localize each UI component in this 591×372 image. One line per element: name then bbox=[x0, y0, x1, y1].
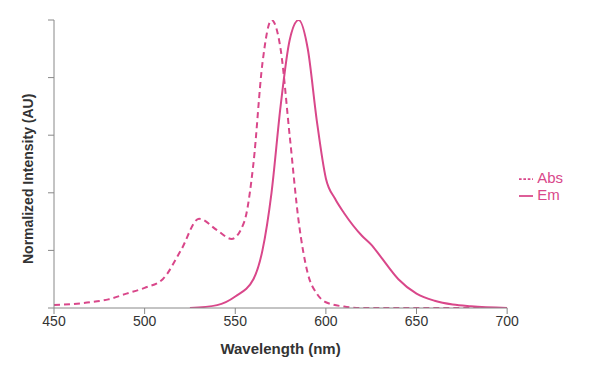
svg-text:Wavelength (nm): Wavelength (nm) bbox=[220, 340, 340, 357]
svg-text:Normalized Intensity (AU): Normalized Intensity (AU) bbox=[20, 94, 36, 264]
svg-text:650: 650 bbox=[405, 313, 429, 329]
svg-text:700: 700 bbox=[495, 313, 519, 329]
svg-text:550: 550 bbox=[224, 313, 248, 329]
svg-text:500: 500 bbox=[133, 313, 157, 329]
html-text:Em: Em bbox=[537, 186, 560, 203]
html-text:Abs: Abs bbox=[537, 169, 563, 186]
svg-text:450: 450 bbox=[42, 313, 66, 329]
svg-text:600: 600 bbox=[314, 313, 338, 329]
